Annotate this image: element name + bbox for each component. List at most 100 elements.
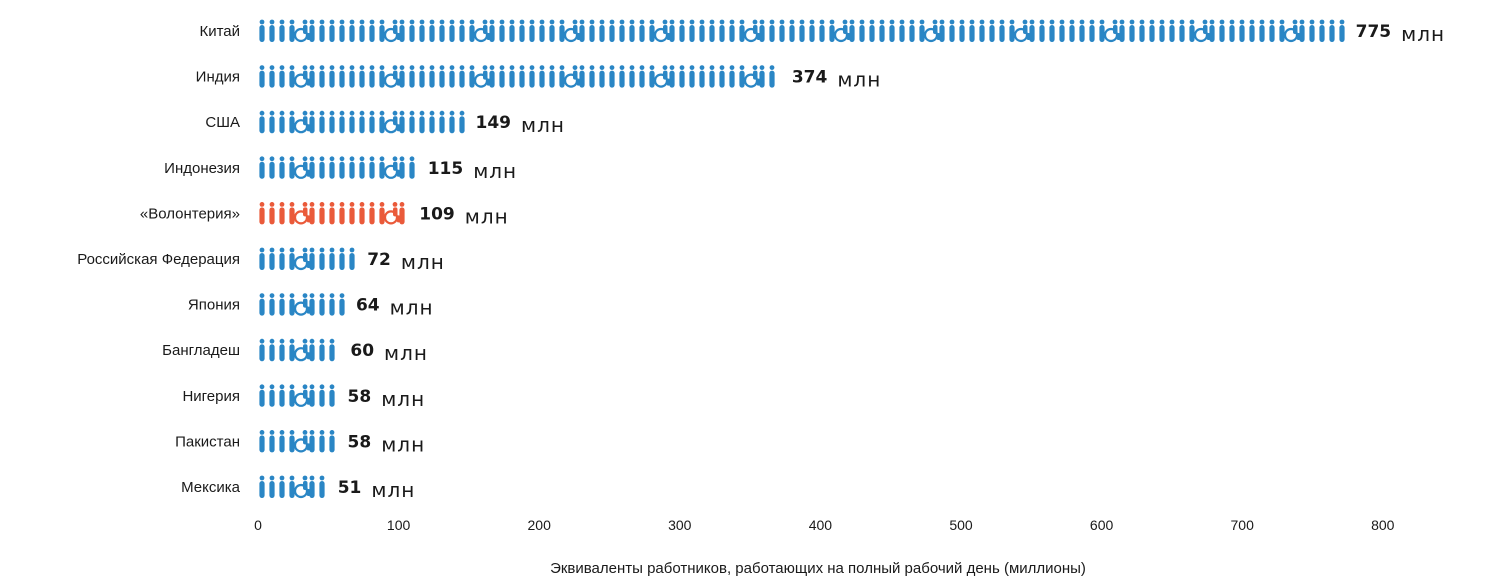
person-icon — [1009, 19, 1015, 42]
wheelchair-icon — [293, 384, 310, 407]
person-icon — [309, 247, 315, 270]
person-icon — [1189, 19, 1195, 42]
person-icon — [1319, 19, 1325, 42]
unit-label: млн — [381, 432, 425, 456]
person-icon — [509, 65, 515, 88]
person-icon — [289, 338, 295, 362]
person-icon — [579, 19, 585, 42]
person-icon — [1329, 19, 1335, 42]
person-icon — [289, 430, 295, 453]
person-icon — [279, 19, 285, 42]
person-icon — [489, 19, 495, 42]
person-icon — [739, 65, 745, 88]
wheelchair-icon — [293, 19, 310, 43]
person-icon — [809, 19, 815, 42]
person-icon — [279, 338, 285, 362]
person-icon — [379, 156, 385, 179]
person-icon — [279, 384, 285, 407]
wheelchair-icon — [293, 338, 310, 362]
person-icon — [309, 338, 315, 362]
person-icon — [339, 65, 345, 88]
person-icon — [559, 65, 565, 88]
person-icon — [519, 19, 525, 42]
wheelchair-icon — [293, 247, 310, 271]
person-icon — [729, 65, 735, 88]
person-icon — [509, 19, 515, 42]
person-icon — [259, 475, 265, 498]
category-label: Пакистан — [175, 433, 240, 450]
person-icon — [549, 19, 555, 42]
person-icon — [339, 293, 345, 316]
category-label: Мексика — [181, 479, 241, 496]
person-icon — [449, 65, 455, 88]
person-icon — [759, 65, 765, 88]
person-icon — [319, 384, 325, 407]
person-icon — [279, 156, 285, 179]
wheelchair-icon — [923, 19, 940, 43]
person-icon — [579, 65, 585, 88]
category-label: «Волонтерия» — [140, 205, 240, 222]
person-icon — [339, 156, 345, 179]
wheelchair-icon — [293, 156, 310, 179]
person-icon — [259, 247, 265, 270]
person-icon — [709, 19, 715, 42]
x-tick-label: 600 — [1090, 517, 1114, 533]
person-icon — [339, 110, 345, 134]
person-icon — [269, 384, 275, 407]
person-icon — [329, 293, 335, 316]
person-icon — [369, 19, 375, 42]
bar — [259, 430, 335, 453]
person-icon — [719, 65, 725, 88]
unit-label: млн — [837, 68, 881, 92]
person-icon — [329, 156, 335, 179]
person-icon — [319, 156, 325, 179]
person-icon — [269, 156, 275, 179]
person-icon — [309, 110, 315, 134]
bar — [259, 65, 775, 88]
person-icon — [279, 247, 285, 270]
person-icon — [1339, 19, 1345, 42]
person-icon — [419, 65, 425, 88]
person-icon — [639, 19, 645, 42]
wheelchair-icon — [293, 430, 310, 453]
person-icon — [319, 65, 325, 88]
person-icon — [439, 65, 445, 88]
bar-row: Российская Федерация 72 млн — [77, 247, 444, 274]
person-icon — [379, 110, 385, 134]
person-icon — [449, 110, 455, 134]
person-icon — [289, 110, 295, 134]
person-icon — [539, 19, 545, 42]
x-tick-label: 200 — [528, 517, 552, 533]
person-icon — [769, 19, 775, 42]
person-icon — [619, 65, 625, 88]
person-icon — [409, 156, 415, 179]
person-icon — [279, 293, 285, 316]
unit-label: млн — [384, 341, 428, 365]
unit-label: млн — [465, 204, 509, 228]
person-icon — [259, 293, 265, 316]
person-icon — [609, 19, 615, 42]
person-icon — [699, 65, 705, 88]
person-icon — [769, 65, 775, 88]
person-icon — [369, 65, 375, 88]
person-icon — [309, 65, 315, 88]
person-icon — [409, 65, 415, 88]
person-icon — [349, 156, 355, 179]
person-icon — [529, 19, 535, 42]
value-label: 58 — [348, 432, 372, 452]
person-icon — [289, 384, 295, 407]
person-icon — [259, 430, 265, 453]
person-icon — [329, 338, 335, 362]
person-icon — [469, 65, 475, 88]
person-icon — [1259, 19, 1265, 42]
value-label: 115 — [428, 159, 464, 179]
person-icon — [309, 202, 315, 225]
person-icon — [289, 293, 295, 316]
person-icon — [679, 19, 685, 42]
person-icon — [279, 110, 285, 134]
category-label: Китай — [199, 23, 240, 40]
person-icon — [329, 247, 335, 270]
bar — [259, 202, 405, 225]
category-label: Индонезия — [164, 160, 240, 177]
bar — [259, 384, 335, 407]
